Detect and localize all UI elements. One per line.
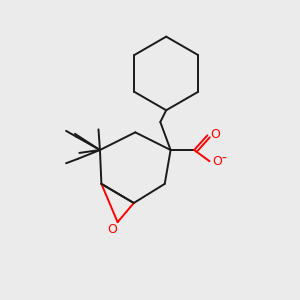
Text: O: O	[107, 223, 117, 236]
Text: -: -	[222, 152, 227, 166]
Text: O: O	[212, 155, 222, 168]
Text: O: O	[210, 128, 220, 141]
